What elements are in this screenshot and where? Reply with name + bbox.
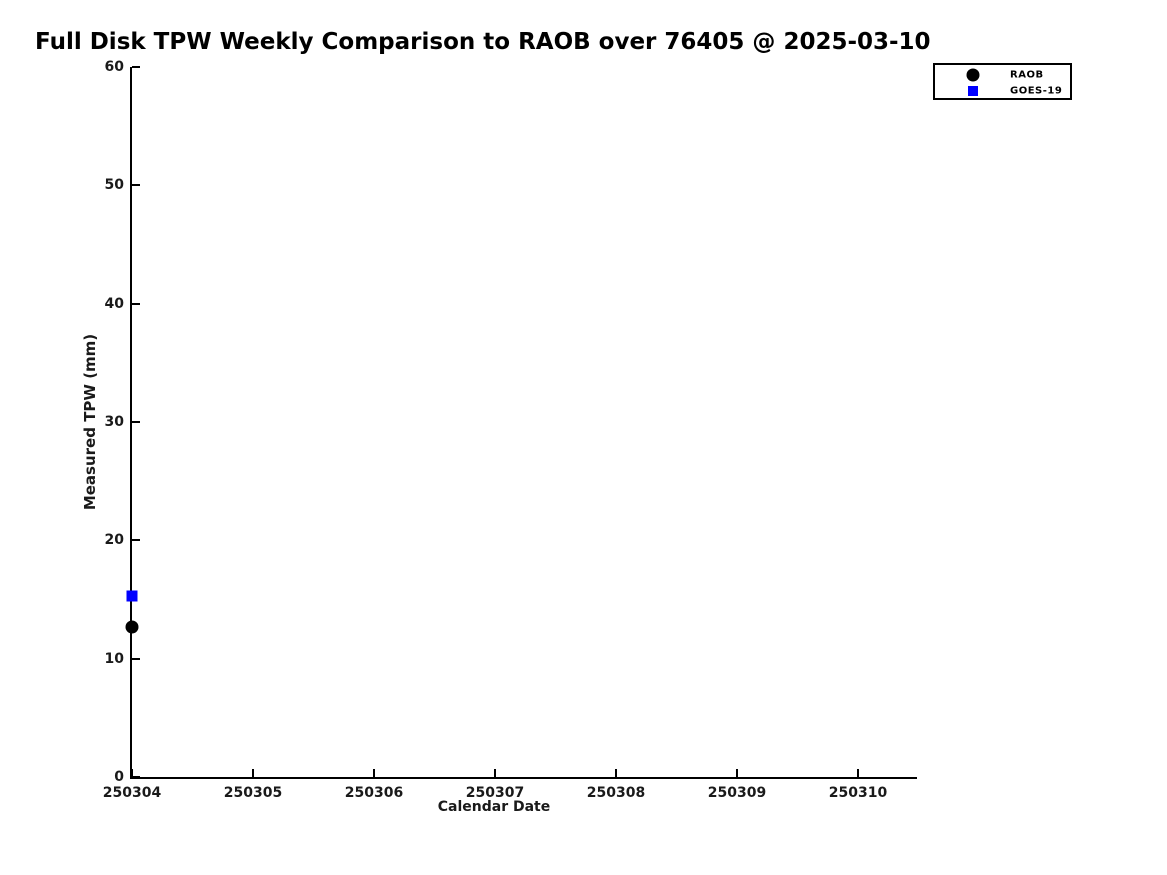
legend-entry: RAOB bbox=[935, 67, 1070, 83]
x-tick-label: 250309 bbox=[707, 785, 767, 801]
legend-label: GOES-19 bbox=[1010, 85, 1063, 97]
x-tick-mark bbox=[252, 769, 254, 777]
y-tick-label: 20 bbox=[104, 532, 124, 549]
y-tick-mark bbox=[132, 657, 140, 660]
y-tick-label: 40 bbox=[104, 295, 124, 312]
x-tick-label: 250304 bbox=[102, 785, 162, 801]
y-tick-mark bbox=[132, 184, 140, 187]
y-tick-mark bbox=[132, 421, 140, 423]
data-point-goes-19 bbox=[126, 590, 138, 602]
legend-label: RAOB bbox=[1010, 69, 1044, 81]
x-tick-mark bbox=[857, 769, 859, 777]
x-tick-mark bbox=[615, 769, 617, 777]
x-tick-mark bbox=[373, 769, 375, 777]
legend-entry: GOES-19 bbox=[935, 83, 1070, 99]
x-tick-mark bbox=[131, 769, 133, 777]
y-tick-mark bbox=[132, 539, 140, 542]
legend: RAOB GOES-19 bbox=[933, 63, 1072, 100]
y-tick-label: 30 bbox=[104, 414, 124, 430]
y-tick-mark bbox=[132, 66, 140, 68]
y-tick-label: 10 bbox=[104, 650, 124, 667]
x-tick-label: 250305 bbox=[223, 785, 283, 801]
x-tick-label: 250306 bbox=[344, 785, 404, 801]
x-tick-mark bbox=[736, 769, 738, 777]
y-tick-label: 60 bbox=[104, 59, 124, 75]
legend-marker-goes-19 bbox=[968, 86, 978, 96]
y-tick-mark bbox=[132, 302, 140, 305]
chart-title: Full Disk TPW Weekly Comparison to RAOB … bbox=[35, 29, 931, 55]
data-point-raob bbox=[125, 620, 139, 634]
legend-marker-raob bbox=[966, 68, 980, 82]
y-tick-label: 50 bbox=[104, 177, 124, 194]
x-tick-mark bbox=[494, 769, 496, 777]
y-tick-mark bbox=[132, 776, 140, 778]
x-tick-label: 250307 bbox=[465, 785, 525, 801]
x-tick-label: 250310 bbox=[828, 785, 888, 801]
y-tick-label: 0 bbox=[114, 769, 124, 785]
plot-area: 0 10 20 30 40 50 60 250304 250305 250306 250307 250… bbox=[103, 59, 917, 801]
x-tick-label: 250308 bbox=[586, 785, 646, 801]
x-axis-label: Calendar Date bbox=[437, 799, 551, 815]
